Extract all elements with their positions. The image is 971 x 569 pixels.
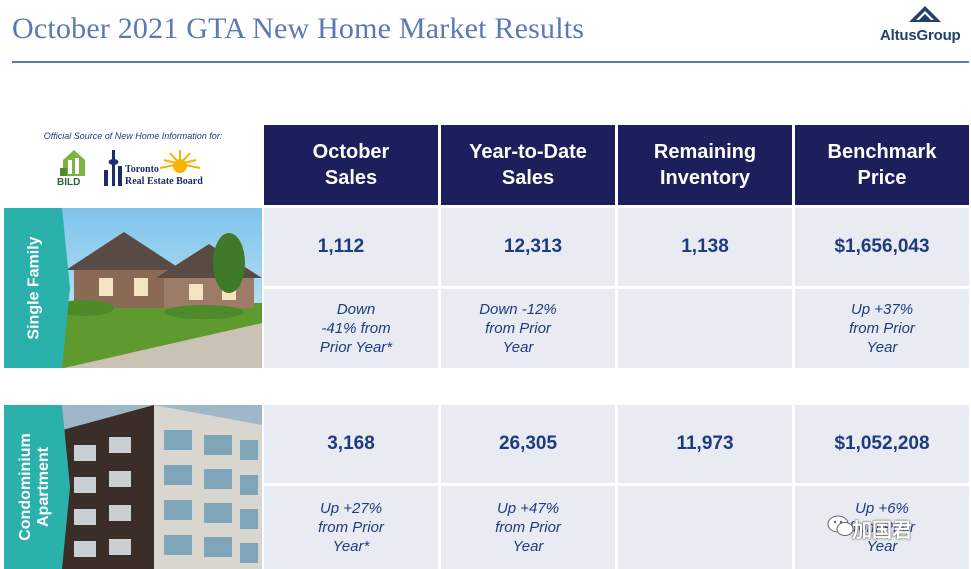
teal-label-banner [4,208,70,368]
change-line: Year [866,538,898,555]
altus-mountain-icon [909,6,941,22]
condo-label: Condominium Apartment [4,405,66,569]
change-line: Year [512,538,544,555]
header-line: Sales [501,167,555,189]
header-line: Price [857,167,907,189]
wechat-watermark-icon [827,515,854,536]
condo-benchmark-price: $1,052,208 [834,433,930,454]
change-line: from Prior [495,519,561,536]
header-line: October [312,141,390,163]
condo-label-line2: Apartment [35,446,53,528]
sf-october-sales-cell: 1,112 [264,208,438,286]
page-title: October 2021 GTA New Home Market Results [12,12,585,45]
official-source-label: Official Source of New Home Information … [43,131,223,141]
change-line: Up +6% [855,500,909,517]
change-line: Up +47% [496,500,560,517]
change-line: from Prior [849,519,915,536]
change-line: Up +27% [319,500,383,517]
sf-ytd-sales-cell: 12,313 [441,208,615,286]
change-line: -41% from [321,320,391,337]
sf-october-change-cell: Down -41% from Prior Year* [264,289,438,368]
teal-label-banner [4,405,70,569]
title-divider [12,61,969,63]
header-ytd-sales: Year-to-Date Sales [441,125,615,205]
header-line: Year-to-Date [469,141,587,163]
header-line: Sales [324,167,378,189]
bild-logo-icon [60,150,85,176]
condo-october-sales: 3,168 [327,433,375,454]
condo-october-change-cell: Up +27% from Prior Year* [264,486,438,569]
single-family-label: Single Family [4,208,66,368]
change-line: Down -12% [479,301,557,318]
header-line: Benchmark [827,141,937,163]
sf-benchmark-price-cell: $1,656,043 [795,208,969,286]
sf-remaining-inventory: 1,138 [681,236,729,257]
condo-inventory-change-cell [618,486,792,569]
header-october-sales: October Sales [264,125,438,205]
condo-october-sales-cell: 3,168 [264,405,438,483]
sf-price-change-cell: Up +37% from Prior Year [795,289,969,368]
change-line: Year [502,339,534,356]
header-line: Inventory [659,167,751,189]
change-line: from Prior [485,320,551,337]
sf-october-sales: 1,112 [317,236,365,257]
single-family-label-text: Single Family [26,236,44,340]
sf-remaining-inventory-cell: 1,138 [618,208,792,286]
change-line: Up +37% [850,301,914,318]
change-line: Year [866,339,898,356]
condo-ytd-sales: 26,305 [498,433,558,454]
altus-logo-text: AltusGroup [880,27,961,44]
change-line: from Prior [318,519,384,536]
single-family-photo: Single Family [4,208,262,368]
header-benchmark-price: Benchmark Price [795,125,969,205]
sf-benchmark-price: $1,656,043 [834,236,930,257]
bild-logo-text: BILD [57,177,81,188]
change-line: Prior Year* [319,339,393,356]
change-line: Down [336,301,376,318]
condo-remaining-inventory-cell: 11,973 [618,405,792,483]
condo-ytd-sales-cell: 26,305 [441,405,615,483]
treb-logo-icon [104,150,201,186]
sf-ytd-sales: 12,313 [503,236,563,257]
condo-photo: Condominium Apartment [4,405,262,569]
treb-logo-text-line1: Toronto [125,164,159,175]
treb-logo-text-line2: Real Estate Board [125,176,203,187]
header-line: Remaining [653,141,757,163]
condo-remaining-inventory: 11,973 [676,433,734,454]
sf-inventory-change-cell [618,289,792,368]
condo-label-line1: Condominium [17,433,35,541]
condo-ytd-change-cell: Up +47% from Prior Year [441,486,615,569]
header-remaining-inventory: Remaining Inventory [618,125,792,205]
sf-ytd-change-cell: Down -12% from Prior Year [441,289,615,368]
altus-group-logo: AltusGroup [878,6,970,46]
condo-price-change-cell: Up +6% from Prior Year [795,486,969,569]
change-line: from Prior [849,320,915,337]
wechat-watermark-text: 加国君 [852,520,912,542]
condo-benchmark-price-cell: $1,052,208 [795,405,969,483]
change-line: Year* [332,538,370,555]
